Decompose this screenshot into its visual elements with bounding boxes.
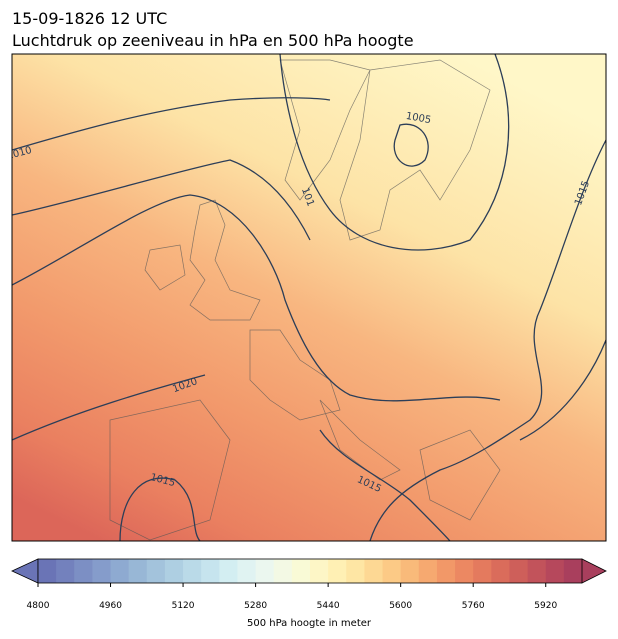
- colorbar-segment: [436, 559, 456, 583]
- colorbar-tick-label: 5120: [172, 601, 195, 611]
- colorbar-segment: [509, 559, 529, 583]
- colorbar-segment: [219, 559, 238, 583]
- colorbar-segment: [364, 559, 384, 583]
- map-frame: [11, 53, 607, 542]
- colorbar-segment: [473, 559, 492, 583]
- colorbar-segment: [328, 559, 347, 583]
- isobar: [12, 97, 331, 151]
- colorbar: 4800 4960 5120 5280 5440 5600 5760 5920: [11, 558, 607, 611]
- colorbar-segment: [545, 559, 565, 583]
- colorbar-segment: [74, 559, 93, 583]
- isobar: [279, 54, 510, 251]
- colorbar-segment: [255, 559, 275, 583]
- colorbar-segment: [38, 559, 57, 583]
- title-line: Luchtdruk op zeeniveau in hPa en 500 hPa…: [12, 31, 414, 50]
- colorbar-segment: [146, 559, 166, 583]
- isobar: [369, 139, 606, 541]
- colorbar-segment: [273, 559, 293, 583]
- isobar: [12, 194, 501, 402]
- coastline: [279, 59, 491, 241]
- colorbar-tick-label: 5440: [317, 601, 340, 611]
- colorbar-segment: [128, 559, 148, 583]
- colorbar-segment: [110, 559, 130, 583]
- colorbar-tick-label: 5600: [389, 601, 412, 611]
- isobar: [319, 429, 451, 541]
- colorbar-tick-label: 5280: [244, 601, 267, 611]
- colorbar-segment: [491, 559, 510, 583]
- colorbar-segment: [56, 559, 75, 583]
- title-line: 15-09-1826 12 UTC: [12, 9, 167, 28]
- map: 1010 101 1005 1015 1020 1015 1015: [12, 54, 606, 541]
- height-field: [12, 54, 606, 541]
- colorbar-segment: [563, 559, 583, 583]
- colorbar-tick-label: 4960: [99, 601, 122, 611]
- colorbar-segment: [418, 559, 438, 583]
- contour-label: 1005: [405, 111, 432, 126]
- colorbar-segment: [201, 559, 220, 583]
- colorbar-label: 500 hPa hoogte in meter: [247, 618, 372, 629]
- colorbar-segment: [183, 559, 202, 583]
- coastline: [189, 199, 261, 321]
- colorbar-segment: [92, 559, 112, 583]
- colorbar-segment: [382, 559, 402, 583]
- colorbar-segment: [455, 559, 474, 583]
- isobar: [12, 159, 311, 241]
- colorbar-extend: [581, 558, 607, 584]
- isobar: [519, 339, 606, 441]
- isobar: [12, 374, 206, 441]
- colorbar-segment: [400, 559, 420, 583]
- colorbar-segment: [237, 559, 257, 583]
- colorbar-extend: [11, 558, 39, 584]
- isobar: [119, 477, 201, 541]
- colorbar-tick-label: 4800: [27, 601, 50, 611]
- colorbar-segment: [346, 559, 365, 583]
- isobar: [393, 123, 429, 167]
- coastline: [144, 244, 186, 291]
- colorbar-tick-label: 5760: [462, 601, 485, 611]
- colorbar-segment: [291, 559, 311, 583]
- colorbar-segment: [164, 559, 184, 583]
- colorbar-tick-label: 5920: [534, 601, 557, 611]
- colorbar-frame: [37, 558, 583, 584]
- colorbar-segment: [310, 559, 329, 583]
- colorbar-segment: [527, 559, 547, 583]
- coastline: [109, 329, 501, 541]
